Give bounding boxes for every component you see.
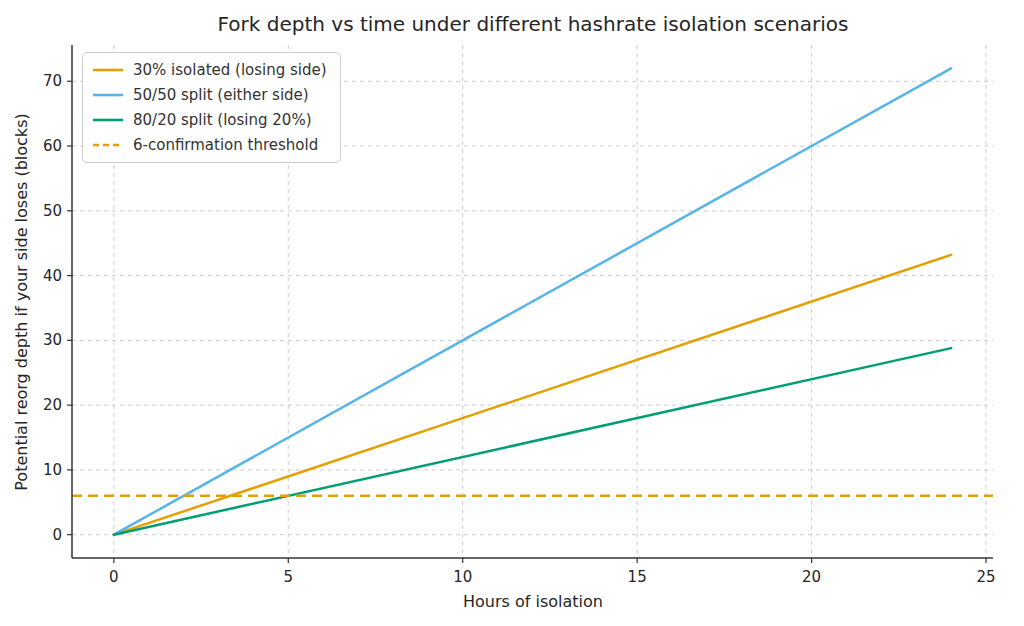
y-tick-label: 70 [43, 72, 62, 90]
x-tick-label: 5 [284, 568, 294, 586]
y-tick-label: 30 [43, 331, 62, 349]
chart-title: Fork depth vs time under different hashr… [218, 12, 849, 36]
x-tick-label: 25 [976, 568, 995, 586]
x-tick-label: 15 [628, 568, 647, 586]
x-tick-label: 20 [802, 568, 821, 586]
legend-label: 50/50 split (either side) [133, 86, 309, 104]
y-tick-label: 60 [43, 137, 62, 155]
y-axis-label: Potential reorg depth if your side loses… [12, 113, 31, 490]
legend: 30% isolated (losing side) 50/50 split (e… [82, 52, 341, 163]
x-axis-label: Hours of isolation [463, 592, 603, 611]
legend-swatch-line [93, 142, 123, 148]
series-line-2 [114, 348, 951, 535]
y-tick-label: 20 [43, 396, 62, 414]
y-tick-label: 0 [52, 526, 62, 544]
legend-item: 80/20 split (losing 20%) [93, 111, 327, 129]
legend-item: 6-confirmation threshold [93, 136, 327, 154]
legend-swatch-line [93, 67, 123, 73]
legend-item: 30% isolated (losing side) [93, 61, 327, 79]
y-tick-label: 50 [43, 202, 62, 220]
legend-label: 80/20 split (losing 20%) [133, 111, 311, 129]
fork-depth-chart-figure: 0 5 10 15 20 25 0 10 20 30 40 50 60 70 Fork depth vs … [0, 0, 1024, 626]
legend-item: 50/50 split (either side) [93, 86, 327, 104]
legend-swatch-line [93, 117, 123, 123]
series-line-0 [114, 255, 951, 535]
legend-label: 30% isolated (losing side) [133, 61, 327, 79]
legend-swatch-line [93, 92, 123, 98]
x-tick-label: 10 [453, 568, 472, 586]
x-tick-label: 0 [109, 568, 119, 586]
legend-label: 6-confirmation threshold [133, 136, 318, 154]
y-tick-label: 10 [43, 461, 62, 479]
y-tick-label: 40 [43, 267, 62, 285]
